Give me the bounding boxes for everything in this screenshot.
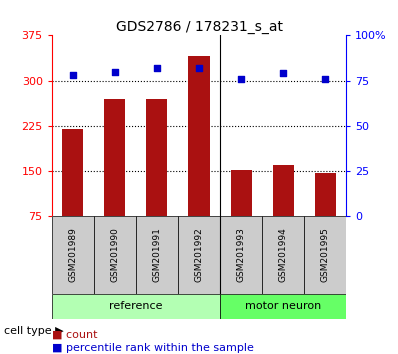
- Point: [196, 65, 202, 71]
- Text: GSM201993: GSM201993: [236, 227, 246, 282]
- Text: cell type ▶: cell type ▶: [4, 326, 64, 336]
- Bar: [262, 216, 304, 294]
- Text: GSM201991: GSM201991: [152, 227, 162, 282]
- Title: GDS2786 / 178231_s_at: GDS2786 / 178231_s_at: [115, 21, 283, 34]
- Point: [322, 76, 328, 81]
- Bar: [220, 294, 346, 319]
- Text: GSM201995: GSM201995: [321, 227, 330, 282]
- Point: [280, 70, 286, 76]
- Bar: [220, 216, 262, 294]
- Text: ■ count: ■ count: [52, 330, 97, 339]
- Point: [154, 65, 160, 71]
- Bar: [230, 170, 252, 216]
- Text: GSM201990: GSM201990: [110, 227, 119, 282]
- Bar: [62, 129, 83, 216]
- Bar: [178, 216, 220, 294]
- Bar: [146, 98, 168, 216]
- Text: reference: reference: [109, 301, 163, 311]
- Bar: [104, 98, 125, 216]
- Bar: [52, 216, 94, 294]
- Text: GSM201989: GSM201989: [68, 227, 77, 282]
- Text: motor neuron: motor neuron: [245, 301, 321, 311]
- Text: GSM201994: GSM201994: [279, 228, 288, 282]
- Text: ■ percentile rank within the sample: ■ percentile rank within the sample: [52, 343, 254, 353]
- Bar: [189, 56, 209, 216]
- Bar: [304, 216, 346, 294]
- Bar: [94, 216, 136, 294]
- Bar: [52, 294, 220, 319]
- Point: [238, 76, 244, 81]
- Bar: [273, 165, 294, 216]
- Point: [112, 69, 118, 74]
- Bar: [136, 216, 178, 294]
- Text: GSM201992: GSM201992: [195, 228, 203, 282]
- Bar: [315, 173, 336, 216]
- Point: [70, 72, 76, 78]
